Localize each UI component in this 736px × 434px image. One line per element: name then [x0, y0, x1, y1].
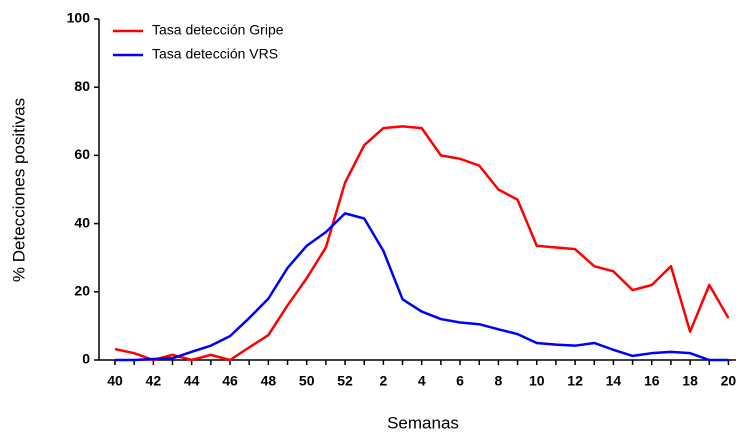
y-tick-label: 0: [82, 351, 90, 367]
y-tick-label: 20: [74, 283, 90, 299]
x-tick-label: 10: [529, 373, 545, 389]
line-series: [115, 212, 729, 362]
y-tick-label: 100: [67, 10, 91, 26]
x-tick-label: 2: [379, 373, 387, 389]
x-tick-label: 40: [107, 373, 123, 389]
x-tick-label: 4: [418, 373, 426, 389]
y-tick-label: 80: [74, 78, 90, 94]
x-tick-label: 50: [299, 373, 315, 389]
x-tick-label: 48: [261, 373, 277, 389]
x-tick-label: 16: [644, 373, 660, 389]
x-axis-label: Semanas: [387, 413, 459, 432]
x-tick-label: 20: [721, 373, 736, 389]
x-tick-label: 12: [567, 373, 583, 389]
x-tick-label: 14: [606, 373, 622, 389]
y-tick-label: 40: [74, 214, 90, 230]
x-tick-label: 8: [495, 373, 503, 389]
y-axis-label: % Detecciones positivas: [9, 98, 28, 282]
x-tick-label: 18: [682, 373, 698, 389]
legend-label: Tasa detección Gripe: [152, 22, 284, 38]
legend-label: Tasa detección VRS: [152, 46, 278, 62]
x-tick-label: 46: [222, 373, 238, 389]
x-tick-label: 52: [337, 373, 353, 389]
x-tick-label: 42: [146, 373, 162, 389]
x-tick-label: 6: [456, 373, 464, 389]
x-tick-label: 44: [184, 373, 200, 389]
y-tick-label: 60: [74, 146, 90, 162]
line-series: [114, 125, 730, 362]
